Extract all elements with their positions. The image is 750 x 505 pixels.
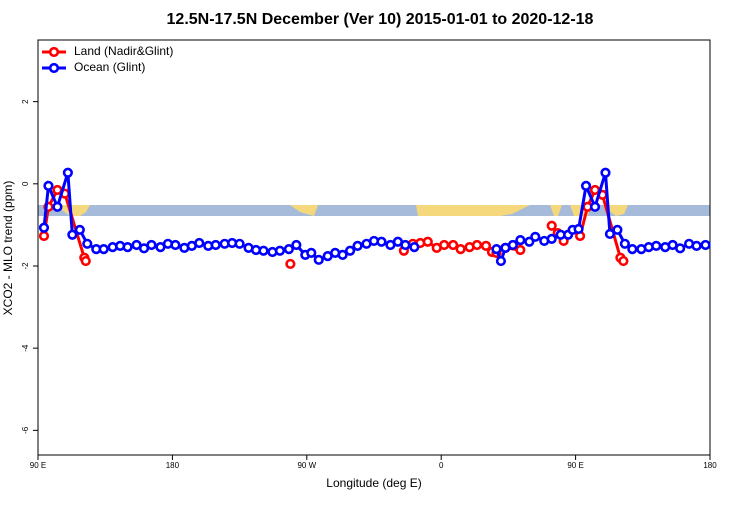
data-point [700, 239, 711, 251]
data-point [258, 245, 269, 256]
data-point [619, 238, 630, 249]
data-point [691, 240, 702, 251]
data-point [600, 167, 611, 178]
data-point [98, 244, 109, 255]
data-point [515, 235, 526, 246]
data-point [530, 231, 541, 242]
data-point [480, 240, 492, 251]
data-point [67, 229, 78, 240]
legend-label: Land (Nadir&Glint) [74, 44, 173, 58]
plot-frame [37, 39, 711, 456]
data-point [422, 236, 433, 247]
legend-label: Ocean (Glint) [74, 60, 145, 74]
data-point [546, 220, 557, 231]
data-point [627, 244, 638, 255]
data-point [43, 180, 54, 191]
x-tick-label: 90 E [30, 461, 46, 470]
data-point [618, 255, 629, 267]
data-point [507, 239, 518, 251]
data-point [604, 228, 616, 240]
data-point [210, 239, 221, 251]
y-tick-label: -4 [21, 344, 30, 352]
data-point [170, 239, 181, 251]
data-point [313, 254, 324, 265]
y-tick-label: -6 [21, 426, 30, 434]
data-point [274, 245, 286, 256]
x-tick-label: 180 [166, 461, 180, 470]
data-point [589, 184, 601, 196]
data-point [74, 224, 85, 235]
data-point [306, 247, 317, 258]
data-point [146, 239, 157, 251]
legend-marker [48, 62, 60, 74]
data-point [38, 230, 50, 242]
data-point [573, 223, 584, 235]
data-point [337, 249, 348, 260]
data-point [495, 255, 507, 267]
x-tick-label: 180 [703, 461, 717, 470]
x-tick-label: 90 E [567, 461, 583, 470]
x-tick-label: 90 W [297, 461, 316, 470]
data-point [439, 239, 450, 251]
data-point [651, 240, 662, 251]
data-point [80, 255, 91, 267]
x-axis-label: Longitude (deg E) [326, 476, 421, 490]
y-tick-label: 2 [21, 99, 30, 104]
data-point [675, 243, 686, 254]
legend-marker [48, 46, 60, 58]
data-point [546, 233, 557, 244]
y-tick-label: 0 [21, 181, 30, 186]
data-point [376, 236, 387, 247]
data-point [352, 240, 363, 251]
data-point [471, 239, 483, 251]
data-point [580, 180, 592, 191]
data-point [38, 222, 50, 233]
data-point [234, 238, 245, 249]
data-point [400, 239, 411, 251]
y-axis-label: XCO2 - MLO trend (ppm) [1, 181, 15, 316]
data-point [82, 238, 93, 249]
data-point [285, 258, 296, 270]
y-tick-label: -2 [21, 262, 30, 270]
data-point [52, 201, 63, 212]
chart-title: 12.5N-17.5N December (Ver 10) 2015-01-01… [167, 11, 594, 28]
data-point [345, 245, 356, 256]
data-point [194, 237, 205, 249]
data-point [291, 239, 302, 251]
data-point [612, 224, 623, 235]
data-point [589, 201, 601, 212]
data-point [491, 244, 502, 255]
data-point [409, 241, 420, 253]
data-point [455, 244, 466, 255]
data-point [515, 244, 526, 256]
data-point [283, 244, 294, 255]
data-point [62, 167, 73, 178]
data-point [122, 241, 133, 253]
map-strip [38, 205, 710, 216]
x-tick-label: 0 [439, 461, 444, 470]
data-point [448, 239, 459, 251]
